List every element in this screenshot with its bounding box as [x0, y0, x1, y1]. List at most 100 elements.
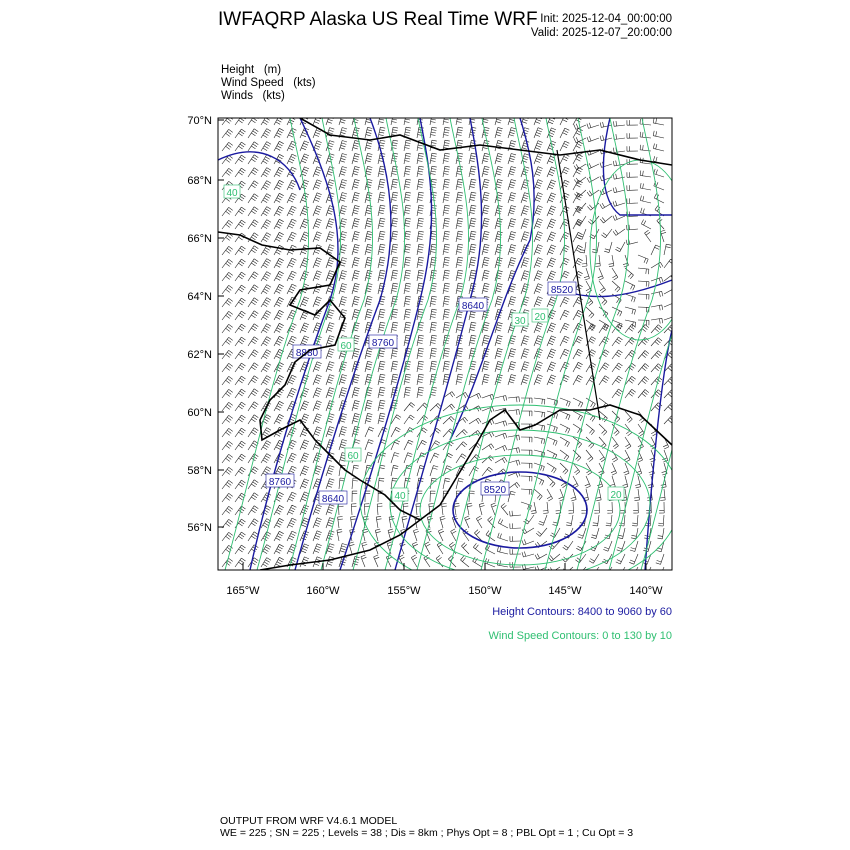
- wind-barb: [612, 200, 626, 207]
- wind-barb: [351, 192, 360, 204]
- wind-barb: [600, 215, 613, 224]
- wind-barb: [468, 243, 477, 256]
- wind-barb: [461, 542, 470, 555]
- wind-barb: [507, 118, 516, 126]
- wind-barb: [286, 192, 297, 204]
- wind-barb: [608, 254, 615, 267]
- wind-barb: [325, 127, 335, 139]
- wind-barb: [494, 432, 508, 439]
- wind-barb: [574, 189, 587, 198]
- wind-barb: [576, 566, 587, 570]
- wind-barb: [364, 118, 372, 126]
- wind-barb: [599, 121, 613, 128]
- lat-tick-label: 68°N: [187, 175, 212, 187]
- wind-barb: [455, 152, 464, 165]
- wind-barb: [629, 553, 639, 565]
- wind-barb: [436, 541, 444, 555]
- wind-barb: [535, 527, 548, 537]
- wind-barb: [455, 360, 464, 373]
- wind-barb: [221, 272, 233, 282]
- wind-barb: [507, 482, 521, 490]
- wind-barb: [234, 427, 246, 438]
- height-contour-label: 8880: [296, 348, 319, 359]
- wind-barb: [455, 478, 464, 490]
- wind-barb: [325, 218, 335, 230]
- wind-barb: [601, 228, 613, 239]
- wind-barb: [411, 554, 418, 568]
- wind-barb: [591, 527, 600, 539]
- wind-barb: [234, 271, 246, 282]
- wind-barb: [260, 297, 272, 308]
- wind-barb: [610, 462, 617, 476]
- wind-barb: [351, 244, 360, 256]
- wind-barb: [364, 309, 373, 321]
- wind-barb: [338, 296, 348, 308]
- wind-barb: [429, 321, 437, 334]
- wind-barb: [611, 410, 621, 423]
- wind-barb: [429, 126, 437, 139]
- wind-barb: [637, 324, 650, 334]
- coastline-north: [299, 118, 672, 166]
- wind-barb: [247, 544, 259, 555]
- wind-barb: [260, 310, 272, 321]
- wind-barb: [455, 243, 464, 256]
- wind-speed-contour: [608, 333, 672, 570]
- wind-barb: [234, 518, 246, 529]
- wind-barb: [247, 180, 259, 191]
- wind-barb: [401, 515, 408, 529]
- wind-barb: [403, 152, 411, 165]
- wind-barb: [390, 347, 399, 360]
- wind-barb: [312, 283, 322, 295]
- wind-barb: [377, 204, 386, 217]
- wind-barb: [325, 257, 335, 269]
- wind-barb: [234, 154, 246, 165]
- wind-barb: [546, 309, 557, 321]
- wind-barb: [403, 427, 415, 438]
- wind-barb: [234, 323, 246, 334]
- wind-barb: [364, 426, 375, 438]
- wind-barb: [663, 243, 672, 256]
- wind-barb: [533, 335, 543, 347]
- wind-barb: [442, 139, 450, 152]
- wind-speed-contour: [419, 454, 621, 566]
- wind-barb: [533, 475, 545, 486]
- height-contour: [294, 118, 392, 570]
- wind-barb: [650, 337, 663, 347]
- wind-barb: [663, 402, 672, 412]
- height-contour-label: 8520: [551, 285, 574, 296]
- height-contour-label: 8640: [322, 494, 345, 505]
- wind-barb: [546, 488, 553, 502]
- wind-barb: [481, 244, 490, 256]
- wind-barb: [221, 350, 233, 360]
- wind-barb: [636, 566, 639, 570]
- wind-barb: [507, 179, 517, 191]
- lat-tick-label: 60°N: [187, 407, 212, 419]
- wind-barb: [338, 192, 348, 204]
- wind-barb: [390, 243, 399, 256]
- wind-barb: [286, 400, 297, 412]
- wind-barb: [494, 218, 503, 230]
- wind-barb: [221, 415, 233, 425]
- wind-barb: [247, 388, 259, 399]
- wind-barb: [520, 488, 533, 495]
- wind-barb: [260, 284, 272, 295]
- wind-barb: [351, 464, 359, 477]
- wind-barb: [364, 452, 373, 464]
- wind-barb: [559, 244, 570, 256]
- wind-barb: [650, 277, 664, 284]
- wind-barb: [260, 232, 272, 243]
- wind-barb: [260, 427, 272, 438]
- wind-speed-contour: [352, 118, 437, 570]
- wind-barb: [403, 402, 415, 412]
- wind-barb: [364, 140, 373, 152]
- wind-barb: [455, 347, 464, 360]
- wind-barb: [221, 155, 233, 165]
- wind-barb: [390, 282, 399, 295]
- wind-barb: [441, 503, 447, 516]
- wind-barb: [521, 551, 535, 558]
- height-contour: [249, 118, 339, 570]
- wind-barb: [455, 139, 464, 152]
- wind-speed-contour: [640, 447, 672, 570]
- wind-barb: [533, 231, 543, 243]
- wind-barb: [312, 270, 322, 282]
